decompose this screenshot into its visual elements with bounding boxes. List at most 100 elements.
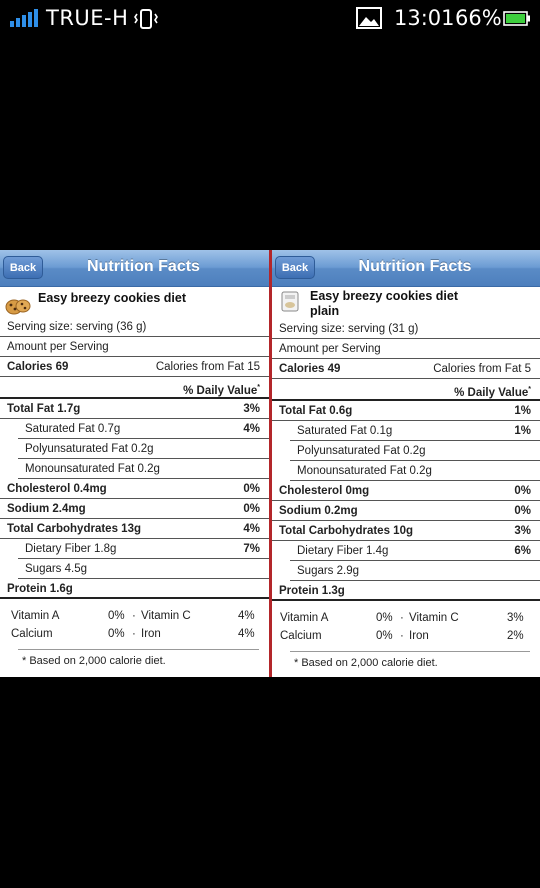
nutrient-value: 0% [243, 503, 260, 515]
food-header: Easy breezy cookies diet [0, 287, 269, 319]
nutrient-row: Sugars 4.5g [18, 559, 269, 579]
food-package-icon [281, 291, 299, 312]
vitamin-a-label: Vitamin A [11, 610, 60, 622]
nutrient-row: Dietary Fiber 1.4g 6% [290, 541, 540, 561]
calcium-value: 0% [376, 630, 393, 642]
vitamin-a-value: 0% [108, 610, 125, 622]
food-name-line1: Easy breezy cookies diet [310, 289, 458, 303]
nutrient-label: Total Fat 1.7g [7, 403, 81, 415]
daily-value-header: % Daily Value* [272, 379, 540, 401]
nutrient-row: Cholesterol 0mg 0% [272, 481, 540, 501]
nutrient-row: Cholesterol 0.4mg 0% [0, 479, 269, 499]
nutrient-value: 0% [514, 485, 531, 497]
separator-dot: · [400, 630, 404, 642]
nutrient-label: Total Carbohydrates 13g [7, 523, 141, 535]
nutrient-value: 6% [514, 545, 531, 557]
clock: 13:01 [394, 6, 455, 30]
nutrient-row: Protein 1.3g [272, 581, 540, 601]
daily-value-label: % Daily Value [183, 384, 258, 397]
nutrient-label: Protein 1.6g [7, 583, 73, 595]
vitamin-c-value: 3% [507, 612, 524, 624]
nutrient-row: Saturated Fat 0.7g 4% [18, 419, 269, 439]
serving-size: Serving size: serving (36 g) [0, 319, 269, 337]
nutrient-label: Sugars 2.9g [297, 565, 360, 577]
nutrient-row: Dietary Fiber 1.8g 7% [18, 539, 269, 559]
nutrient-label: Sugars 4.5g [25, 563, 88, 575]
nutrient-label: Sodium 0.2mg [279, 505, 358, 517]
iron-label: Iron [409, 630, 429, 642]
nutrient-row: Monounsaturated Fat 0.2g [290, 461, 540, 481]
nutrient-value: 1% [514, 425, 531, 437]
separator-dot: · [132, 628, 136, 640]
page-title: Nutrition Facts [87, 258, 200, 275]
nutrient-row: Total Fat 1.7g 3% [0, 399, 269, 419]
page-title: Nutrition Facts [358, 258, 472, 275]
mineral-row: Calcium 0% · Iron 2% [272, 627, 540, 645]
amount-label: Amount per Serving [7, 341, 109, 353]
nutrient-row: Total Carbohydrates 13g 4% [0, 519, 269, 539]
nutrient-row: Protein 1.6g [0, 579, 269, 599]
nutrient-value: 0% [243, 483, 260, 495]
nutrient-row: Polyunsaturated Fat 0.2g [18, 439, 269, 459]
food-name: Easy breezy cookies diet [38, 291, 186, 306]
nutrient-label: Polyunsaturated Fat 0.2g [25, 443, 154, 455]
nutrient-label: Dietary Fiber 1.8g [25, 543, 117, 555]
iron-value: 4% [238, 628, 255, 640]
nutrient-label: Total Carbohydrates 10g [279, 525, 413, 537]
daily-value-header: % Daily Value* [0, 377, 269, 399]
nutrient-value: 7% [243, 543, 260, 555]
nutrient-row: Sodium 0.2mg 0% [272, 501, 540, 521]
daily-value-label: % Daily Value [454, 386, 529, 399]
footnote-divider [290, 651, 530, 652]
calories-from-fat: Calories from Fat 15 [155, 361, 260, 373]
nutrient-value: 0% [514, 505, 531, 517]
calories-from-fat: Calories from Fat 5 [433, 363, 531, 375]
food-name-line1: Easy breezy cookies diet [38, 291, 186, 305]
signal-bars-icon [10, 9, 38, 27]
nutrient-label: Monounsaturated Fat 0.2g [297, 465, 432, 477]
nutrient-label: Sodium 2.4mg [7, 503, 86, 515]
navigation-bar: Back Nutrition Facts [0, 250, 269, 287]
nutrition-panel-left: Back Nutrition Facts Easy breezy cookies… [0, 250, 269, 677]
nutrient-label: Cholesterol 0.4mg [7, 483, 107, 495]
calcium-value: 0% [108, 628, 125, 640]
nutrient-row: Total Fat 0.6g 1% [272, 401, 540, 421]
nutrient-row: Sodium 2.4mg 0% [0, 499, 269, 519]
vitamin-row: Vitamin A 0% · Vitamin C 4% [0, 607, 269, 625]
calcium-label: Calcium [11, 628, 53, 640]
iron-value: 2% [507, 630, 524, 642]
footnote: * Based on 2,000 calorie diet. [22, 655, 166, 667]
carrier-label: TRUE-H [46, 6, 129, 30]
separator-dot: · [132, 610, 136, 622]
calcium-label: Calcium [280, 630, 322, 642]
panel-divider [269, 250, 272, 677]
nutrient-row: Sugars 2.9g [290, 561, 540, 581]
vitamin-c-value: 4% [238, 610, 255, 622]
serving-size: Serving size: serving (31 g) [272, 321, 540, 339]
nutrient-value: 1% [514, 405, 531, 417]
nutrient-row: Total Carbohydrates 10g 3% [272, 521, 540, 541]
nutrient-label: Saturated Fat 0.1g [297, 425, 393, 437]
nutrient-label: Protein 1.3g [279, 585, 345, 597]
daily-value-mark: * [528, 386, 531, 393]
vitamin-c-label: Vitamin C [141, 610, 191, 622]
nutrient-label: Monounsaturated Fat 0.2g [25, 463, 160, 475]
back-button[interactable]: Back [3, 256, 43, 279]
nutrient-row: Polyunsaturated Fat 0.2g [290, 441, 540, 461]
amount-per-serving: Amount per Serving [0, 337, 269, 357]
nutrient-label: Saturated Fat 0.7g [25, 423, 121, 435]
nutrient-label: Cholesterol 0mg [279, 485, 370, 497]
back-button[interactable]: Back [275, 256, 315, 279]
nutrient-value: 4% [243, 523, 260, 535]
nutrient-value: 4% [243, 423, 260, 435]
mineral-row: Calcium 0% · Iron 4% [0, 625, 269, 643]
vitamin-a-label: Vitamin A [280, 612, 329, 624]
nutrition-panel-right: Back Nutrition Facts Easy breezy cookies… [272, 250, 540, 677]
battery-percent: 66% [455, 6, 502, 30]
iron-label: Iron [141, 628, 161, 640]
image-notification-icon [356, 7, 382, 29]
amount-per-serving: Amount per Serving [272, 339, 540, 359]
calories-value: Calories 69 [7, 361, 69, 373]
nutrient-label: Total Fat 0.6g [279, 405, 353, 417]
calories-row: Calories 69 Calories from Fat 15 [0, 357, 269, 377]
